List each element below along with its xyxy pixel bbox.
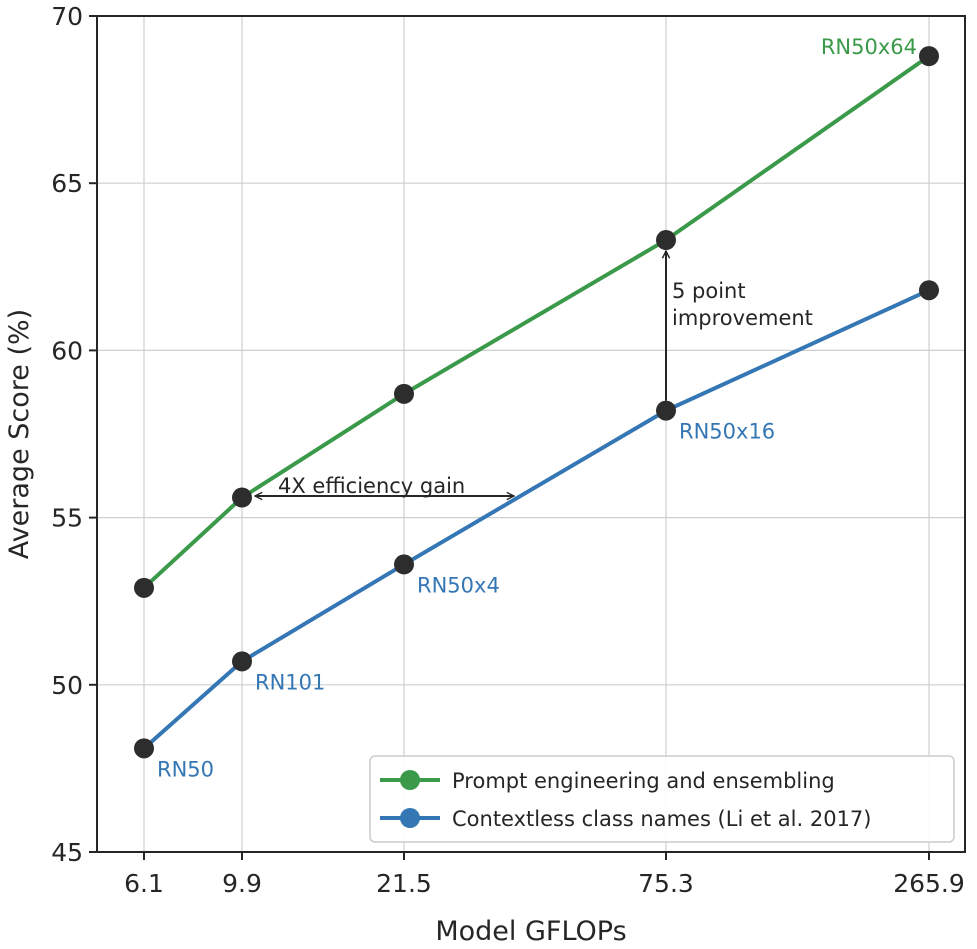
plot-frame [96, 15, 966, 853]
data-point-s0-1 [232, 487, 252, 508]
y-tick-label-65: 65 [51, 169, 83, 198]
point-label-rn50x16: RN50x16 [679, 420, 775, 444]
x-tick-label-0: 6.1 [124, 869, 164, 898]
efficiency-annotation: 4X efficiency gain [278, 474, 465, 498]
data-point-s0-3 [656, 230, 676, 251]
legend-label-0: Prompt engineering and ensembling [452, 769, 835, 793]
x-tick-label-4: 265.9 [893, 869, 965, 898]
data-point-s1-1 [232, 651, 252, 672]
data-point-s0-2 [394, 383, 414, 404]
y-tick-label-70: 70 [51, 2, 83, 31]
data-point-s0-4 [919, 46, 939, 67]
annotation-texts: 4X efficiency gain 5 point improvement [278, 279, 813, 498]
point-label-rn50: RN50 [157, 757, 214, 781]
x-axis-title: Model GFLOPs [435, 916, 626, 947]
legend-marker-0 [400, 770, 420, 790]
series [134, 46, 939, 759]
point-label-rn50x4: RN50x4 [417, 573, 500, 597]
legend: Prompt engineering and ensembling Context… [369, 755, 955, 843]
point-labels: RN50 RN101 RN50x4 RN50x16 RN50x64 [157, 35, 917, 781]
legend-marker-1 [400, 808, 420, 828]
data-point-s1-2 [394, 554, 414, 575]
y-tick-label-45: 45 [51, 838, 83, 867]
annotation-arrows [255, 251, 666, 496]
data-point-s1-4 [919, 280, 939, 301]
data-point-s0-0 [134, 577, 154, 598]
data-point-s1-0 [134, 738, 154, 759]
point-label-rn101: RN101 [255, 670, 325, 694]
y-tick-label-50: 50 [51, 671, 83, 700]
point-label-rn50x64: RN50x64 [821, 35, 917, 59]
grid [97, 15, 965, 853]
y-axis-title: Average Score (%) [4, 309, 35, 559]
y-tick-label-60: 60 [51, 336, 83, 365]
data-point-s1-3 [656, 400, 676, 421]
legend-box [369, 755, 955, 843]
y-tick-label-55: 55 [51, 504, 83, 533]
x-tick-label-1: 9.9 [222, 869, 262, 898]
improvement-annotation-line1: 5 point [672, 279, 746, 303]
x-tick-label-3: 75.3 [638, 869, 694, 898]
legend-label-1: Contextless class names (Li et al. 2017) [452, 807, 871, 831]
x-tick-label-2: 21.5 [376, 869, 432, 898]
axes: 6.1 9.9 21.5 75.3 265.9 45 50 55 60 65 70 Model GFL… [4, 2, 966, 947]
improvement-annotation-line2: improvement [672, 306, 813, 330]
